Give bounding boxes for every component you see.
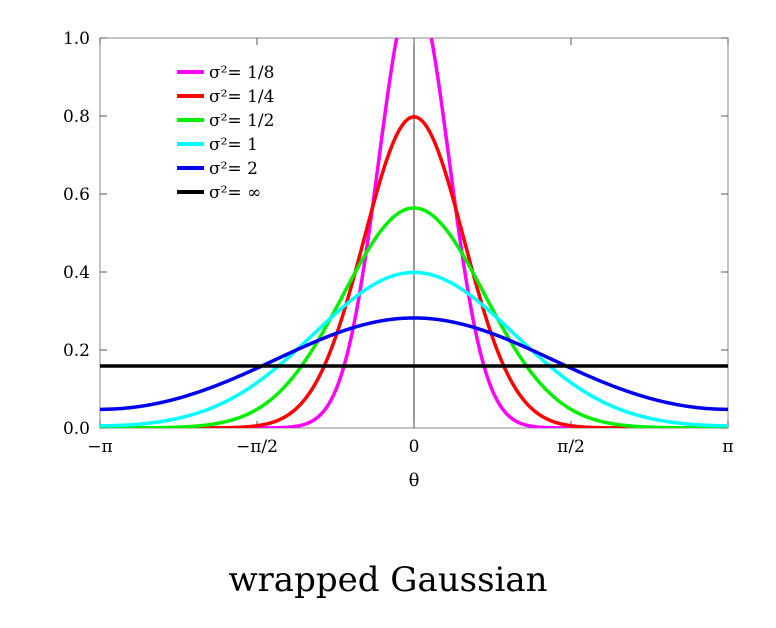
legend-label: σ²= 1 bbox=[209, 135, 258, 155]
series-line-3 bbox=[100, 270, 728, 428]
x-tick-label: 0 bbox=[409, 437, 420, 457]
y-tick-label: 0.0 bbox=[63, 419, 90, 439]
y-tick-label: 1.0 bbox=[63, 29, 90, 49]
x-tick-label: π/2 bbox=[557, 437, 585, 457]
x-tick-label: −π bbox=[87, 437, 112, 457]
legend-label: σ²= 1/8 bbox=[209, 63, 274, 83]
series-lines bbox=[100, 38, 728, 428]
legend-label: σ²= 2 bbox=[209, 159, 258, 179]
y-tick-label: 0.8 bbox=[63, 107, 90, 127]
series-line-4 bbox=[100, 316, 728, 412]
series-line-2 bbox=[100, 206, 728, 428]
y-tick-label: 0.2 bbox=[63, 341, 90, 361]
legend-label: σ²= ∞ bbox=[209, 183, 261, 203]
x-axis-title: θ bbox=[409, 470, 420, 491]
legend: σ²= 1/8 σ²= 1/4 σ²= 1/2 σ²= 1 σ²= 2 σ²= ∞ bbox=[177, 63, 274, 203]
x-tick-label: π bbox=[722, 437, 733, 457]
y-tick-label: 0.6 bbox=[63, 185, 90, 205]
figure-caption: wrapped Gaussian bbox=[228, 560, 548, 600]
y-tick-label: 0.4 bbox=[63, 263, 90, 283]
axis-ticks: −π −π/2 0 π/2 π 0.0 0.2 0.4 0.6 0.8 1.0 bbox=[63, 29, 734, 457]
x-tick-label: −π/2 bbox=[236, 437, 278, 457]
legend-label: σ²= 1/2 bbox=[209, 111, 274, 131]
legend-label: σ²= 1/4 bbox=[209, 87, 274, 107]
series-line-1 bbox=[100, 115, 728, 428]
wrapped-gaussian-chart: −π −π/2 0 π/2 π0.00.20.40.60.81.0 σ²= 1/8σ²=… bbox=[63, 29, 734, 491]
